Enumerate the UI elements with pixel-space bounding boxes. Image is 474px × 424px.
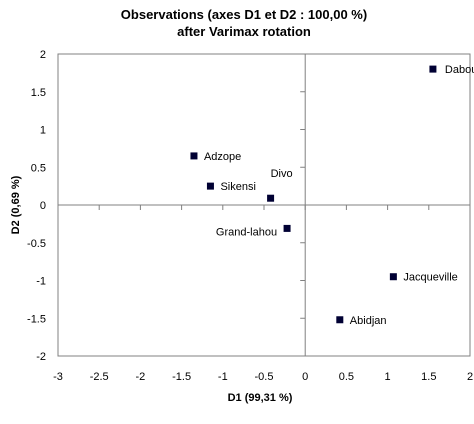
data-point-marker: [267, 194, 275, 202]
y-tick-label: 1.5: [31, 87, 46, 99]
x-tick-label: -2: [136, 371, 146, 383]
x-tick-label: -2.5: [90, 371, 109, 383]
data-points-group: Dabou Adzope Sikensi Divo Grand-lahou Jacquev…: [190, 64, 474, 327]
data-point-marker: [389, 273, 397, 281]
y-tick-label: -1.5: [27, 313, 46, 325]
data-point-marker: [206, 182, 214, 190]
chart-title: Observations (axes D1 et D2 : 100,00 %): [121, 7, 367, 22]
tick-labels-group: -3 -2.5 -2 -1.5 -1 -0.5 0 0.5 1 1.5 2 -2 -1.5 -1 -0.5 0…: [27, 49, 473, 383]
data-point-marker: [429, 65, 437, 73]
data-point-label: Adzope: [204, 151, 241, 163]
x-tick-label: 0: [302, 371, 308, 383]
y-tick-label: -1: [36, 276, 46, 288]
x-tick-label: 2: [467, 371, 473, 383]
y-tick-label: -2: [36, 351, 46, 363]
data-point-marker: [336, 316, 344, 324]
y-tick-label: 0.5: [31, 162, 46, 174]
y-tick-label: 0: [40, 200, 46, 212]
data-point-label: Abidjan: [350, 315, 387, 327]
data-point-label: Divo: [271, 168, 293, 180]
x-tick-label: -3: [53, 371, 63, 383]
x-tick-label: -0.5: [255, 371, 274, 383]
x-tick-label: -1.5: [172, 371, 191, 383]
x-axis-label: D1 (99,31 %): [228, 392, 293, 404]
data-point-label: Dabou: [445, 64, 474, 76]
y-tick-label: 1: [40, 125, 46, 137]
data-point-label: Grand-lahou: [216, 226, 277, 238]
chart-subtitle: after Varimax rotation: [177, 24, 311, 39]
data-point-marker: [283, 224, 291, 232]
y-tick-label: 2: [40, 49, 46, 61]
data-point-label: Jacqueville: [403, 272, 457, 284]
data-point-label: Sikensi: [220, 181, 255, 193]
y-axis-label: D2 (0,69 %): [10, 175, 22, 234]
axes-group: [57, 53, 471, 357]
y-tick-label: -0.5: [27, 238, 46, 250]
x-tick-label: -1: [218, 371, 228, 383]
data-point-marker: [190, 152, 198, 160]
x-tick-label: 0.5: [339, 371, 354, 383]
x-tick-label: 1: [385, 371, 391, 383]
x-tick-label: 1.5: [421, 371, 436, 383]
